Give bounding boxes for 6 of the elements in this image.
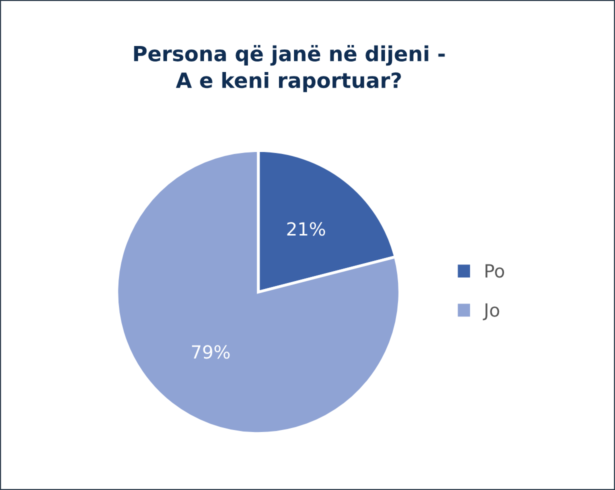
pie-slice — [115, 149, 402, 435]
legend-label: Po — [486, 264, 504, 278]
data-label: 21% — [287, 222, 326, 236]
chart-title: Persona që janë në dijeni - A e keni raportuar? — [134, 45, 445, 92]
legend-label: Jo — [482, 303, 500, 320]
data-label: 79% — [192, 345, 230, 359]
